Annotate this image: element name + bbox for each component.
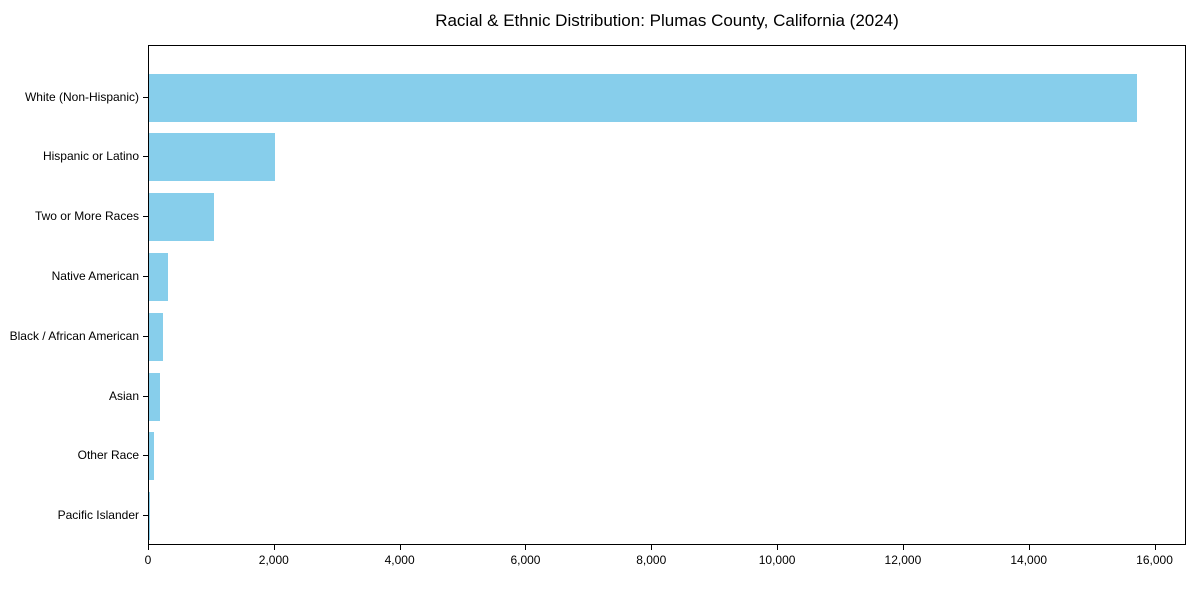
x-axis-label: 8,000 — [636, 553, 667, 567]
y-axis-tick — [143, 156, 148, 157]
y-axis-tick — [143, 336, 148, 337]
bar-white-non-hispanic — [149, 73, 1137, 122]
x-axis-tick — [777, 545, 778, 550]
x-axis-label: 4,000 — [384, 553, 415, 567]
bar-other-race — [149, 432, 155, 481]
bar-native-american — [149, 252, 168, 301]
y-axis-tick — [143, 97, 148, 98]
x-axis-tick — [148, 545, 149, 550]
x-axis-tick — [1155, 545, 1156, 550]
x-axis-label: 12,000 — [884, 553, 922, 567]
x-axis-label: 16,000 — [1136, 553, 1173, 567]
y-axis-label: Other Race — [77, 448, 139, 463]
y-axis-label: White (Non-Hispanic) — [24, 89, 139, 104]
bar-pacific-islander — [149, 492, 151, 541]
y-axis-label: Two or More Races — [34, 209, 139, 224]
bar-asian — [149, 372, 161, 421]
bar-hispanic-or-latino — [149, 133, 275, 182]
plot-area — [148, 45, 1186, 545]
x-axis-label: 0 — [144, 553, 152, 567]
y-axis-label: Native American — [51, 268, 139, 283]
bar-black-african-american — [149, 312, 163, 361]
x-axis-label: 10,000 — [758, 553, 796, 567]
bar-two-or-more-races — [149, 193, 215, 242]
y-axis-label: Pacific Islander — [57, 508, 139, 523]
x-axis-tick — [651, 545, 652, 550]
x-axis-label: 6,000 — [510, 553, 541, 567]
x-axis-label: 2,000 — [258, 553, 289, 567]
y-axis-tick — [143, 455, 148, 456]
y-axis-tick — [143, 515, 148, 516]
x-axis-label: 14,000 — [1010, 553, 1048, 567]
x-axis-tick — [525, 545, 526, 550]
x-axis-tick — [274, 545, 275, 550]
y-axis-label: Hispanic or Latino — [42, 149, 139, 164]
y-axis-label: Black / African American — [9, 328, 139, 343]
chart-title: Racial & Ethnic Distribution: Plumas Cou… — [435, 11, 899, 30]
y-axis-tick — [143, 396, 148, 397]
y-axis-tick — [143, 276, 148, 277]
y-axis-tick — [143, 216, 148, 217]
x-axis-tick — [903, 545, 904, 550]
x-axis-tick — [1029, 545, 1030, 550]
y-axis-label: Asian — [108, 388, 139, 403]
x-axis-tick — [400, 545, 401, 550]
